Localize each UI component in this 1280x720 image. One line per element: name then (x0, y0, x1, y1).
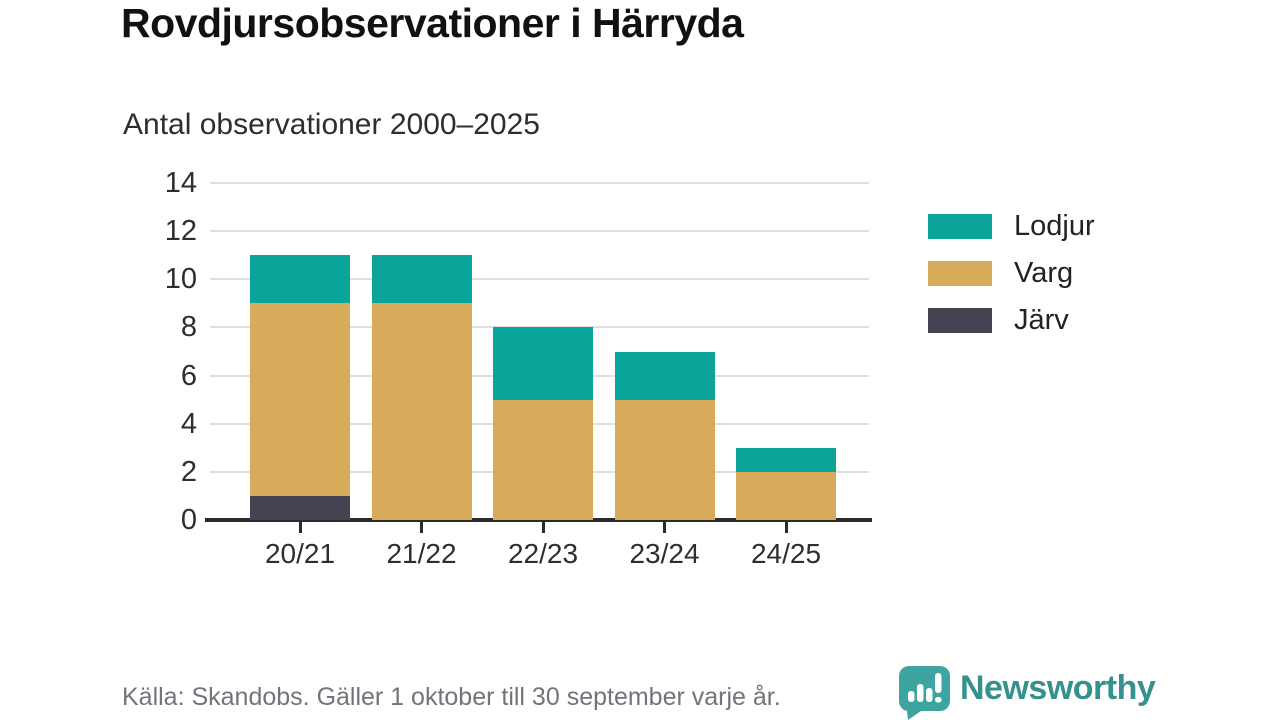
y-axis-tick-label: 10 (164, 263, 197, 296)
legend-item-varg: Varg (928, 257, 1095, 289)
legend-label: Järv (1014, 304, 1069, 336)
source-note: Källa: Skandobs. Gäller 1 oktober till 3… (122, 683, 781, 711)
legend-label: Varg (1014, 257, 1074, 289)
bar-22-23-varg (493, 399, 593, 520)
x-axis-tick (420, 522, 423, 533)
x-axis-tick-label: 20/21 (264, 538, 336, 569)
x-axis-tick (298, 522, 302, 533)
y-axis-tick-label: 12 (164, 215, 197, 248)
bar-24-25-lodjur (736, 447, 836, 472)
chart-subtitle: Antal observationer 2000–2025 (123, 108, 540, 141)
bar-23-24-lodjur (614, 351, 715, 400)
newsworthy-brand: Newsworthy (898, 666, 1156, 720)
gridline-y-14 (210, 182, 869, 184)
legend-swatch (928, 308, 992, 333)
bar-21-22-varg (371, 303, 472, 520)
y-axis-tick-label: 8 (180, 311, 197, 344)
x-axis-tick (784, 522, 788, 533)
legend-swatch (928, 261, 992, 286)
bar-20-21-lodjur (250, 255, 350, 304)
bar-20-21-järv (250, 495, 350, 520)
legend-item-lodjur: Lodjur (928, 210, 1095, 242)
chart-legend: Lodjur Varg Järv (928, 210, 1095, 355)
x-axis-line (205, 518, 872, 522)
legend-item-jrv: Järv (928, 304, 1095, 336)
legend-swatch (928, 214, 992, 239)
x-axis-tick (541, 522, 545, 533)
bar-24-25-varg (736, 471, 836, 520)
brand-wordmark: Newsworthy (960, 669, 1156, 707)
x-axis-tick-label: 23/24 (629, 538, 700, 569)
bar-21-22-lodjur (371, 255, 472, 304)
bar-23-24-varg (614, 399, 715, 520)
bar-20-21-varg (250, 303, 350, 496)
y-axis-tick-label: 0 (180, 504, 197, 536)
y-axis-tick-label: 2 (180, 455, 197, 488)
x-axis-tick-label: 22/23 (507, 538, 579, 569)
gridline-y-10 (210, 278, 869, 281)
y-axis-tick-label: 14 (164, 167, 197, 199)
y-axis-tick-label: 4 (180, 407, 197, 440)
x-axis-tick-label: 21/22 (386, 538, 457, 569)
newsworthy-logo-icon (898, 666, 950, 720)
chart-title: Rovdjursobservationer i Härryda (121, 0, 744, 46)
legend-label: Lodjur (1014, 210, 1095, 242)
bar-22-23-lodjur (493, 327, 593, 400)
x-axis-tick (663, 522, 666, 533)
x-axis-tick-label: 24/25 (750, 538, 822, 569)
y-axis-tick-label: 6 (180, 359, 197, 392)
gridline-y-12 (210, 230, 869, 233)
